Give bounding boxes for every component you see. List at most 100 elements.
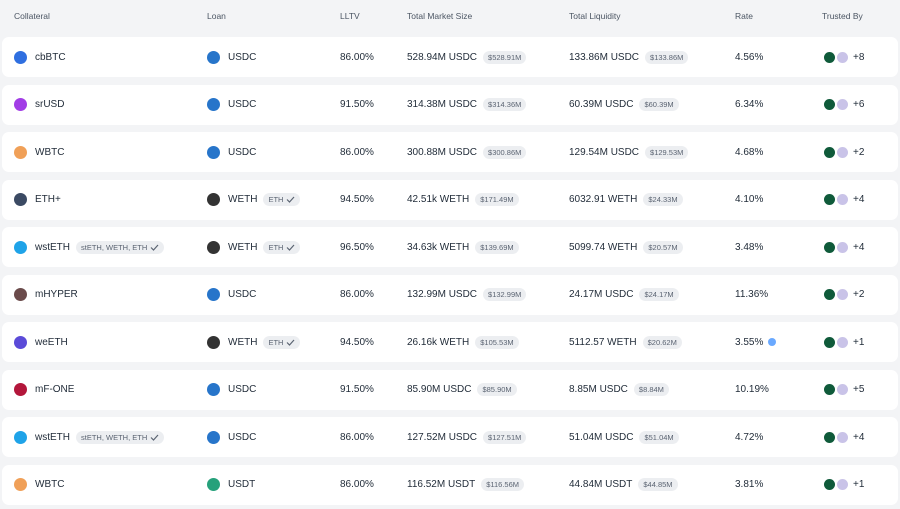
tag-text: stETH, WETH, ETH: [81, 242, 148, 252]
market-row[interactable]: weETH WETH ETH 94.50% 26.16k WETH $105.53M 511…: [2, 322, 898, 362]
lltv-cell: 86.00%: [340, 37, 374, 77]
collateral-icon: [14, 383, 27, 396]
loan-name: USDC: [228, 146, 257, 158]
collateral-icon: [14, 98, 27, 111]
rate-cell: 3.55%: [735, 322, 778, 362]
collateral-cell: WBTC: [14, 132, 64, 172]
collateral-cell: WBTC: [14, 465, 64, 505]
curator-icon: [837, 384, 848, 395]
market-size-usd: $116.56M: [481, 478, 524, 491]
rate-cell: 6.34%: [735, 85, 763, 125]
collateral-name: srUSD: [35, 99, 65, 110]
loan-cell: USDC: [207, 85, 256, 125]
curator-icon: [837, 146, 848, 158]
lltv: 94.50%: [340, 336, 374, 348]
collateral-cell: mF-ONE: [14, 370, 74, 410]
rate-cell: 4.72%: [735, 417, 763, 457]
market-size-cell: 314.38M USDC $314.36M: [407, 85, 527, 125]
curator-icon: [824, 289, 835, 300]
liquidity-usd: $60.39M: [639, 98, 679, 111]
market-size-cell: 42.51k WETH $171.49M: [407, 180, 519, 220]
lltv: 86.00%: [340, 289, 374, 300]
rate: 4.72%: [735, 431, 764, 443]
rate: 3.48%: [735, 241, 764, 253]
liquidity-cell: 8.85M USDC $8.84M: [569, 370, 669, 410]
liquidity: 44.84M USDT: [569, 479, 633, 490]
loan-tag: ETH: [263, 240, 301, 254]
column-header: Trusted By: [822, 11, 863, 21]
collateral-name: WBTC: [35, 479, 65, 490]
market-row[interactable]: WBTC USDT 86.00% 116.52M USDT $116.56M 44.84M…: [2, 464, 898, 505]
lltv-cell: 91.50%: [340, 370, 374, 410]
liquidity-cell: 24.17M USDC $24.17M: [569, 275, 679, 315]
rate-cell: 3.81%: [735, 465, 763, 505]
curator-icon: [837, 289, 848, 300]
curator-icon: [824, 431, 835, 443]
market-size: 127.52M USDC: [407, 431, 478, 443]
market-size-usd: $528.91M: [483, 50, 527, 64]
loan-name: USDC: [228, 51, 257, 63]
market-size: 132.99M USDC: [407, 289, 478, 300]
rate: 4.56%: [735, 51, 764, 63]
market-row[interactable]: wstETH stETH, WETH, ETH USDC 86.00% 127.52M …: [2, 417, 898, 457]
market-row[interactable]: ETH+ WETH ETH 94.50% 42.51k WETH $171.49M 6032…: [2, 179, 898, 220]
collateral-name: ETH+: [35, 194, 61, 205]
market-size-cell: 116.52M USDT $116.56M: [407, 465, 524, 505]
collateral-icon: [14, 335, 27, 349]
market-size-cell: 34.63k WETH $139.69M: [407, 227, 519, 267]
curator-icon: [824, 241, 835, 253]
liquidity: 8.85M USDC: [569, 384, 628, 395]
market-size-cell: 132.99M USDC $132.99M: [407, 275, 527, 315]
collateral-name: weETH: [35, 336, 68, 348]
collateral-name: mHYPER: [35, 289, 78, 300]
market-size-cell: 528.94M USDC $528.91M: [407, 37, 527, 77]
curator-icon: [837, 99, 848, 110]
lltv-cell: 86.00%: [340, 275, 374, 315]
rate: 4.10%: [735, 194, 764, 205]
market-size-usd: $105.53M: [475, 335, 519, 349]
tag-text: stETH, WETH, ETH: [81, 432, 148, 442]
liquidity-cell: 60.39M USDC $60.39M: [569, 85, 679, 125]
loan-name: USDC: [228, 384, 257, 395]
collateral-icon: [14, 430, 27, 444]
market-row[interactable]: wstETH stETH, WETH, ETH WETH ETH 96.50% 34.63…: [2, 227, 898, 267]
trusted-cell: +4: [824, 417, 864, 457]
collateral-icon: [14, 193, 27, 206]
market-size: 116.52M USDT: [407, 479, 476, 490]
curator-icon: [837, 51, 848, 63]
liquidity: 5112.57 WETH: [569, 336, 637, 348]
loan-cell: USDC: [207, 417, 256, 457]
lltv-cell: 94.50%: [340, 180, 374, 220]
rate: 10.19%: [735, 384, 769, 395]
market-row[interactable]: cbBTC USDC 86.00% 528.94M USDC $528.91M 133.8…: [2, 37, 898, 77]
loan-name: WETH: [228, 336, 258, 348]
market-size: 528.94M USDC: [407, 51, 478, 63]
market-row[interactable]: mF-ONE USDC 91.50% 85.90M USDC $85.90M 8.85M …: [2, 369, 898, 410]
market-size: 300.88M USDC: [407, 146, 478, 158]
curator-icon: [824, 479, 835, 490]
loan-icon: [207, 335, 220, 349]
rate-cell: 10.19%: [735, 370, 769, 410]
trusted-more: +4: [853, 431, 865, 443]
market-size: 34.63k WETH: [407, 241, 470, 253]
loan-name: USDC: [228, 99, 257, 110]
collateral-icon: [14, 240, 27, 254]
curator-icon: [837, 479, 848, 490]
loan-icon: [207, 430, 220, 444]
trusted-more: +8: [853, 51, 865, 63]
liquidity-usd: $24.17M: [639, 288, 679, 301]
market-row[interactable]: mHYPER USDC 86.00% 132.99M USDC $132.99M 24.1…: [2, 274, 898, 315]
loan-cell: USDC: [207, 132, 256, 172]
column-header: Collateral: [14, 11, 50, 21]
lltv-cell: 94.50%: [340, 322, 374, 362]
market-row[interactable]: srUSD USDC 91.50% 314.38M USDC $314.36M 60.39…: [2, 84, 898, 125]
curator-icon: [837, 431, 848, 443]
liquidity-usd: $20.57M: [643, 240, 683, 254]
market-row[interactable]: WBTC USDC 86.00% 300.88M USDC $300.86M 129.54…: [2, 132, 898, 172]
trusted-more: +2: [853, 146, 865, 158]
rate-cell: 3.48%: [735, 227, 763, 267]
column-header: Rate: [735, 11, 753, 21]
curator-icon: [824, 146, 835, 158]
lltv: 91.50%: [340, 99, 374, 110]
